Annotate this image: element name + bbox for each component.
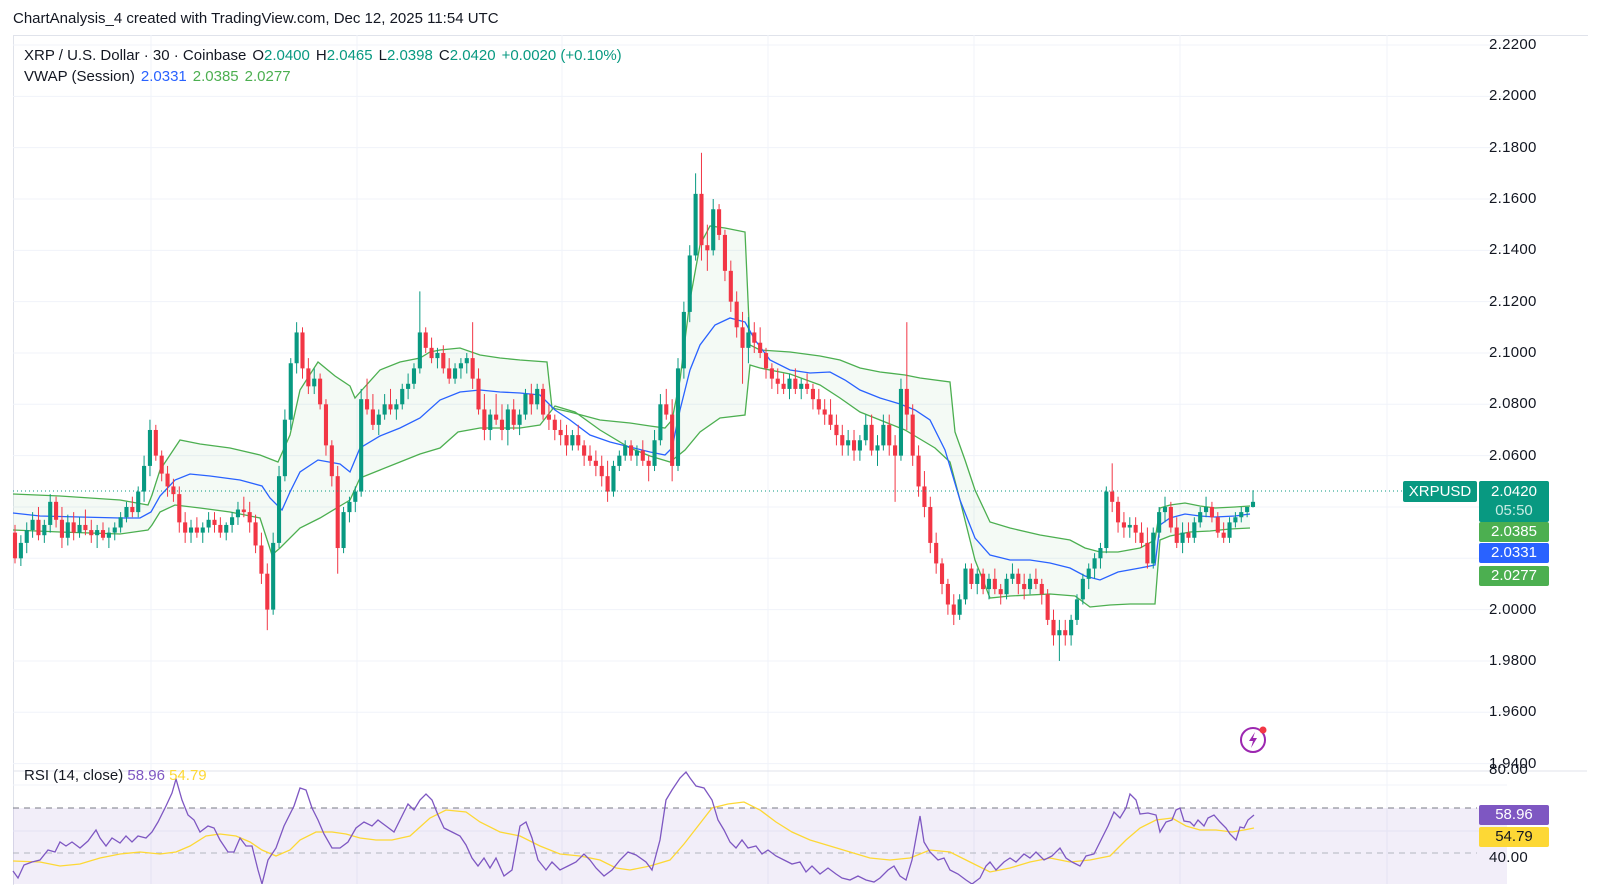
change-value: +0.0020 (+0.10%): [501, 47, 622, 64]
price-axis-tick: 1.9800: [1489, 651, 1537, 669]
price-axis-tick: 2.2000: [1489, 87, 1537, 105]
close-value: 2.0420: [449, 47, 496, 64]
rsi-axis-tick-80: 80.00: [1489, 761, 1529, 778]
rsi-axis-tick-40: 40.00: [1489, 849, 1529, 866]
last-price-tag: 2.0420 05:50: [1479, 481, 1549, 522]
vwap-upper-value: 2.0385: [192, 68, 239, 85]
chart-frame: [13, 35, 1588, 885]
price-axis-tick: 2.1600: [1489, 189, 1537, 207]
price-axis-tick: 2.0600: [1489, 446, 1537, 464]
candlestick-series: [12, 152, 1256, 661]
vwap-bands: [12, 225, 1251, 608]
price-axis-tick: 2.1000: [1489, 343, 1537, 361]
chart-title: ChartAnalysis_4 created with TradingView…: [13, 10, 499, 27]
rsi-tag: 58.96: [1479, 805, 1549, 825]
rsi-legend: RSI (14, close) 58.96 54.79: [24, 767, 207, 784]
rsi-value: 58.96: [127, 767, 165, 784]
price-axis-tick: 2.0800: [1489, 395, 1537, 413]
price-axis-tick: 1.9400: [1489, 754, 1537, 772]
rsi-band-background: [13, 808, 1507, 884]
vwap-legend: VWAP (Session) 2.0331 2.0385 2.0277: [24, 68, 297, 85]
price-axis-tick: 2.1800: [1489, 138, 1537, 156]
low-label: L: [378, 47, 387, 64]
rsi-name[interactable]: RSI (14, close): [24, 767, 124, 784]
vwap-lower-value: 2.0277: [244, 68, 291, 85]
bar-countdown: 05:50: [1495, 502, 1533, 519]
price-axis-tick: 2.2200: [1489, 36, 1537, 53]
last-price-value: 2.0420: [1491, 483, 1537, 500]
rsi-ma-tag: 54.79: [1479, 827, 1549, 847]
price-axis-tick: 2.1200: [1489, 292, 1537, 310]
open-label: O: [252, 47, 264, 64]
price-axis-tick: 1.9600: [1489, 703, 1537, 721]
rsi-ma-value: 54.79: [169, 767, 207, 784]
vwap-lower-tag: 2.0277: [1479, 566, 1549, 586]
close-label: C: [438, 47, 450, 64]
price-axis-tick: 2.0000: [1489, 600, 1537, 618]
high-label: H: [315, 47, 327, 64]
vwap-upper-tag: 2.0385: [1479, 522, 1549, 542]
open-value: 2.0400: [263, 47, 310, 64]
rsi-series: [12, 770, 1255, 884]
lightning-alert-icon[interactable]: [1239, 725, 1269, 755]
vwap-tag: 2.0331: [1479, 543, 1549, 563]
low-value: 2.0398: [386, 47, 433, 64]
symbol-tag: XRPUSD: [1403, 481, 1477, 502]
symbol-name[interactable]: XRP / U.S. Dollar · 30 · Coinbase: [24, 47, 247, 64]
vwap-value: 2.0331: [140, 68, 187, 85]
high-value: 2.0465: [326, 47, 373, 64]
price-axis-tick: 2.1400: [1489, 241, 1537, 259]
symbol-legend: XRP / U.S. Dollar · 30 · Coinbase O2.0400…: [24, 47, 628, 64]
vwap-name[interactable]: VWAP (Session): [24, 68, 135, 85]
